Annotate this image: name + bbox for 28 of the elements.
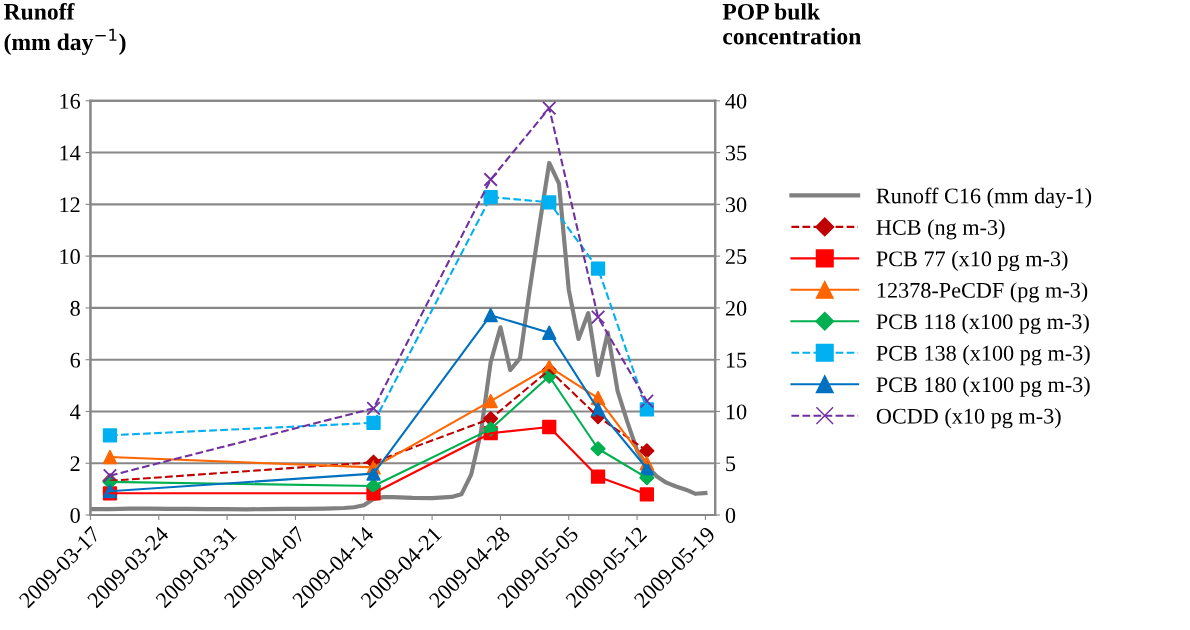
legend-label: PCB 118 (x100 pg m-3) [876,313,1089,334]
y-tick-label: 2 [70,456,80,471]
y2-tick-label: 40 [725,93,747,109]
legend-label: PCB 138 (x100 pg m-3) [876,345,1090,366]
legend-label: Runoff C16 (mm day-1) [876,187,1092,209]
legend-label: 12378-PeCDF (pg m-3) [877,282,1088,303]
y2-tick-label: 10 [726,404,747,420]
y2-tick-label: 35 [725,145,747,161]
y-axis-title: Runoff (mm day$^{−1}$) [3,2,126,55]
y-tick-label: 4 [70,404,81,420]
y2-tick-label: 25 [725,249,747,265]
y-tick-label: 16 [60,93,81,109]
y2-tick-label: 15 [726,352,747,368]
legend-label: HCB (ng m-3) [876,219,1005,240]
y-tick-label: 6 [70,352,81,368]
y-tick-label: 10 [60,249,80,265]
y2-tick-label: 0 [725,507,736,523]
y2-tick-label: 20 [725,300,747,316]
y-tick-label: 14 [60,145,81,161]
y2-tick-label: 5 [726,456,736,472]
legend-label: OCDD (x10 pg m-3) [876,408,1061,429]
y-tick-label: 0 [70,507,80,523]
legend-label: PCB 180 (x100 pg m-3) [876,376,1090,397]
y2-axis-title: POP bulk concentration [722,3,861,45]
y-tick-label: 8 [70,300,80,316]
y-tick-label: 12 [60,197,80,213]
y2-tick-label: 30 [725,197,747,213]
legend-label: PCB 77 (x10 pg m-3) [876,250,1068,271]
